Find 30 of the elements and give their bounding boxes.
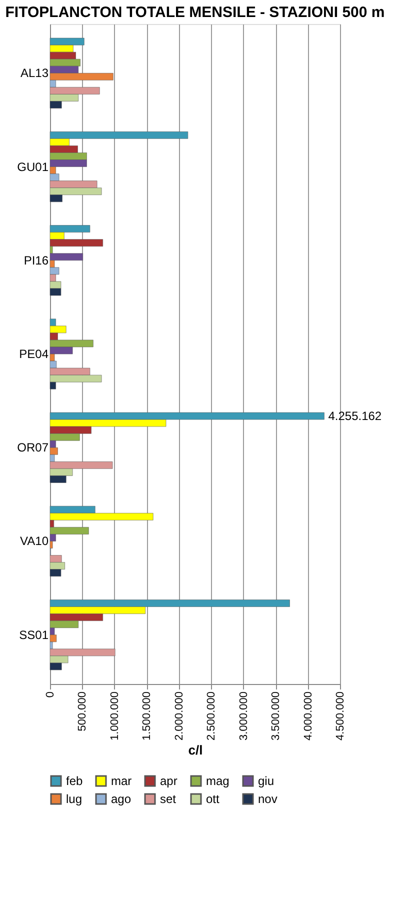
x-tick-label: 500.000 xyxy=(76,692,89,732)
y-tick-label: GU01 xyxy=(17,160,49,174)
x-axis-title: c/l xyxy=(188,742,203,758)
x-tick-label: 3.000.000 xyxy=(238,692,250,740)
data-label: 4.255.162 xyxy=(328,409,382,424)
legend-label: lug xyxy=(66,792,82,806)
x-tick-label: 2.500.000 xyxy=(206,692,218,740)
legend-label: nov xyxy=(258,792,278,806)
legend-label: ago xyxy=(111,792,132,806)
x-tick-label: 0 xyxy=(44,692,56,698)
legend-label: mag xyxy=(206,774,230,788)
y-tick-label: PE04 xyxy=(19,347,49,361)
legend-label: mar xyxy=(111,774,132,788)
x-tick-label: 1.500.000 xyxy=(141,692,154,740)
legend-label: giu xyxy=(258,774,274,788)
x-tick-label: 1.000.000 xyxy=(108,692,121,740)
legend-label: feb xyxy=(66,774,84,788)
legend-label: ott xyxy=(206,792,220,806)
x-tick-label: 3.500.000 xyxy=(270,692,282,740)
chart-title: FITOPLANCTON TOTALE MENSILE - STAZIONI 500 m xyxy=(5,4,385,21)
legend-label: set xyxy=(160,792,177,806)
x-tick-label: 2.000.000 xyxy=(173,692,186,740)
y-tick-label: OR07 xyxy=(17,440,49,455)
y-tick-label: VA10 xyxy=(20,534,49,548)
y-tick-label: SS01 xyxy=(19,628,49,642)
x-tick-label: 4.500.000 xyxy=(334,692,346,740)
legend-label: apr xyxy=(160,774,178,788)
y-tick-label: AL13 xyxy=(20,66,49,80)
y-tick-label: PI16 xyxy=(24,253,49,268)
x-tick-label: 4.000.000 xyxy=(302,692,314,740)
